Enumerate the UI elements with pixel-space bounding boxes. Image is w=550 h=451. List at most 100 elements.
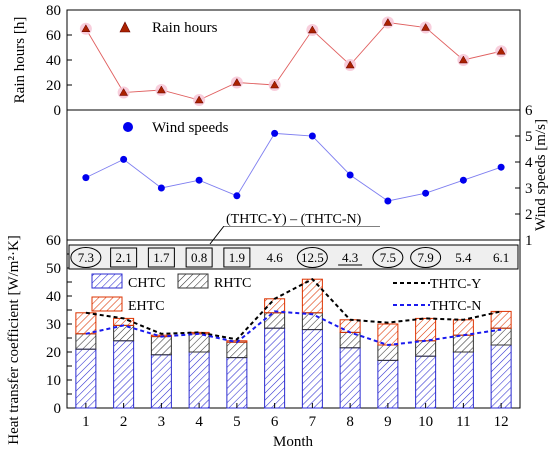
chtc-legend-label: CHTC (128, 276, 165, 291)
wind-y-ticks: 1 2 3 4 5 6 (515, 103, 533, 249)
difference-value: 2.1 (116, 250, 132, 265)
difference-ellipse (296, 247, 328, 268)
difference-label: (THTC-Y) – (THTC-N) (226, 212, 362, 227)
chtc-legend-swatch (91, 273, 123, 289)
difference-value: 5.4 (455, 250, 472, 265)
rhtc-bar (150, 336, 172, 356)
thtc-n-line (85, 310, 502, 347)
difference-ellipse (410, 247, 442, 268)
x-axis-label: Month (273, 434, 314, 450)
rhtc-bar (301, 312, 323, 331)
wind-line (85, 132, 502, 202)
ehtc-bar (301, 278, 323, 314)
rain-y-tick-label: 0 (54, 103, 62, 119)
rain-point (458, 55, 468, 64)
wind-point (459, 176, 467, 184)
difference-label-bg (222, 211, 384, 226)
difference-value: 6.1 (493, 250, 509, 265)
difference-rect (110, 247, 138, 268)
thtc-n-legend-label: THTC-N (430, 299, 481, 314)
ehtc-bar (339, 319, 361, 333)
difference-value: 4.6 (267, 250, 284, 265)
rhtc-bar (452, 334, 474, 353)
rain-y-tick-label: 60 (46, 28, 61, 44)
rhtc-bar (188, 333, 210, 353)
rain-series (79, 16, 508, 106)
htc-x-ticks: 1 2 3 4 5 6 7 8 9 10 11 12 (82, 403, 509, 430)
rain-point (421, 22, 431, 31)
difference-value: 7.9 (418, 250, 434, 265)
wind-y-tick-label: 2 (525, 207, 533, 223)
rain-y-axis-label: Rain hours [h] (12, 17, 28, 104)
wind-y-tick-label: 6 (525, 103, 533, 119)
ehtc-bar (415, 317, 437, 342)
wind-y-tick-label: 5 (525, 129, 533, 145)
wind-point (195, 176, 203, 184)
difference-value: 7.3 (78, 250, 94, 265)
difference-rect (147, 247, 175, 268)
wind-point (271, 129, 279, 137)
htc-y-ticks: 0 10 20 30 40 50 60 (46, 233, 72, 417)
chtc-bar (490, 344, 512, 409)
rain-legend-label: Rain hours (152, 20, 218, 36)
x-tick-label: 1 (82, 414, 90, 430)
wind-legend: Wind speeds (123, 120, 229, 136)
chtc-bar (226, 357, 248, 409)
x-tick-label: 6 (271, 414, 279, 430)
x-tick-label: 12 (494, 414, 509, 430)
rain-point (119, 87, 129, 96)
htc-y-tick-label: 30 (46, 317, 61, 333)
difference-value: 1.7 (153, 250, 170, 265)
wind-point (422, 189, 430, 197)
rain-point (270, 80, 280, 89)
chtc-bar (150, 354, 172, 409)
difference-rect (223, 247, 251, 268)
rhtc-legend-label: RHTC (214, 276, 251, 291)
rain-point (345, 60, 355, 69)
htc-y-axis-label: Heat transfer coefficient [W/m²·K] (6, 235, 22, 445)
htc-bars (75, 278, 512, 409)
htc-lines (85, 277, 502, 347)
ehtc-legend-swatch (91, 296, 123, 312)
rain-plot-frame (66, 9, 521, 111)
x-tick-label: 11 (456, 414, 470, 430)
htc-y-tick-label: 0 (54, 401, 62, 417)
htc-y-tick-label: 20 (46, 345, 61, 361)
chtc-bar (75, 348, 97, 409)
rain-point (232, 77, 242, 86)
thtc-y-legend-label: THTC-Y (430, 277, 481, 292)
rain-y-tick-label: 20 (46, 78, 61, 94)
chtc-bar (377, 359, 399, 409)
chtc-bar (188, 351, 210, 409)
x-tick-label: 2 (120, 414, 128, 430)
htc-line-legend: THTC-Y THTC-N (393, 277, 481, 314)
wind-point (82, 174, 90, 182)
x-tick-label: 7 (309, 414, 317, 430)
rain-y-tick-label: 80 (46, 3, 61, 19)
x-tick-label: 8 (346, 414, 354, 430)
rain-point (194, 95, 204, 104)
rain-point (156, 85, 166, 94)
rain-y-tick-label: 40 (46, 53, 61, 69)
difference-value: 7.5 (380, 250, 396, 265)
wind-point (157, 184, 165, 192)
rain-legend-marker (119, 21, 131, 33)
htc-y-tick-label: 50 (46, 261, 61, 277)
x-tick-label: 10 (418, 414, 433, 430)
wind-point (346, 171, 354, 179)
htc-y-tick-label: 10 (46, 373, 61, 389)
rhtc-bar (75, 333, 97, 350)
wind-point (384, 197, 392, 205)
difference-value: 12.5 (301, 250, 324, 265)
x-tick-label: 5 (233, 414, 241, 430)
chtc-bar (452, 351, 474, 409)
wind-y-axis-label: Wind speeds [m/s] (533, 119, 549, 231)
ehtc-bar (75, 312, 97, 335)
wind-panel: 1 2 3 4 5 6 Wind speeds Wind speeds [m/s] (66, 103, 549, 249)
difference-values: 7.3 2.1 1.7 0.8 1.9 4.6 12.5 4.3 7.5 7.9 5.4 6.1 (70, 247, 509, 268)
wind-point (233, 192, 241, 200)
rain-line (85, 22, 502, 101)
rain-point (307, 25, 317, 34)
